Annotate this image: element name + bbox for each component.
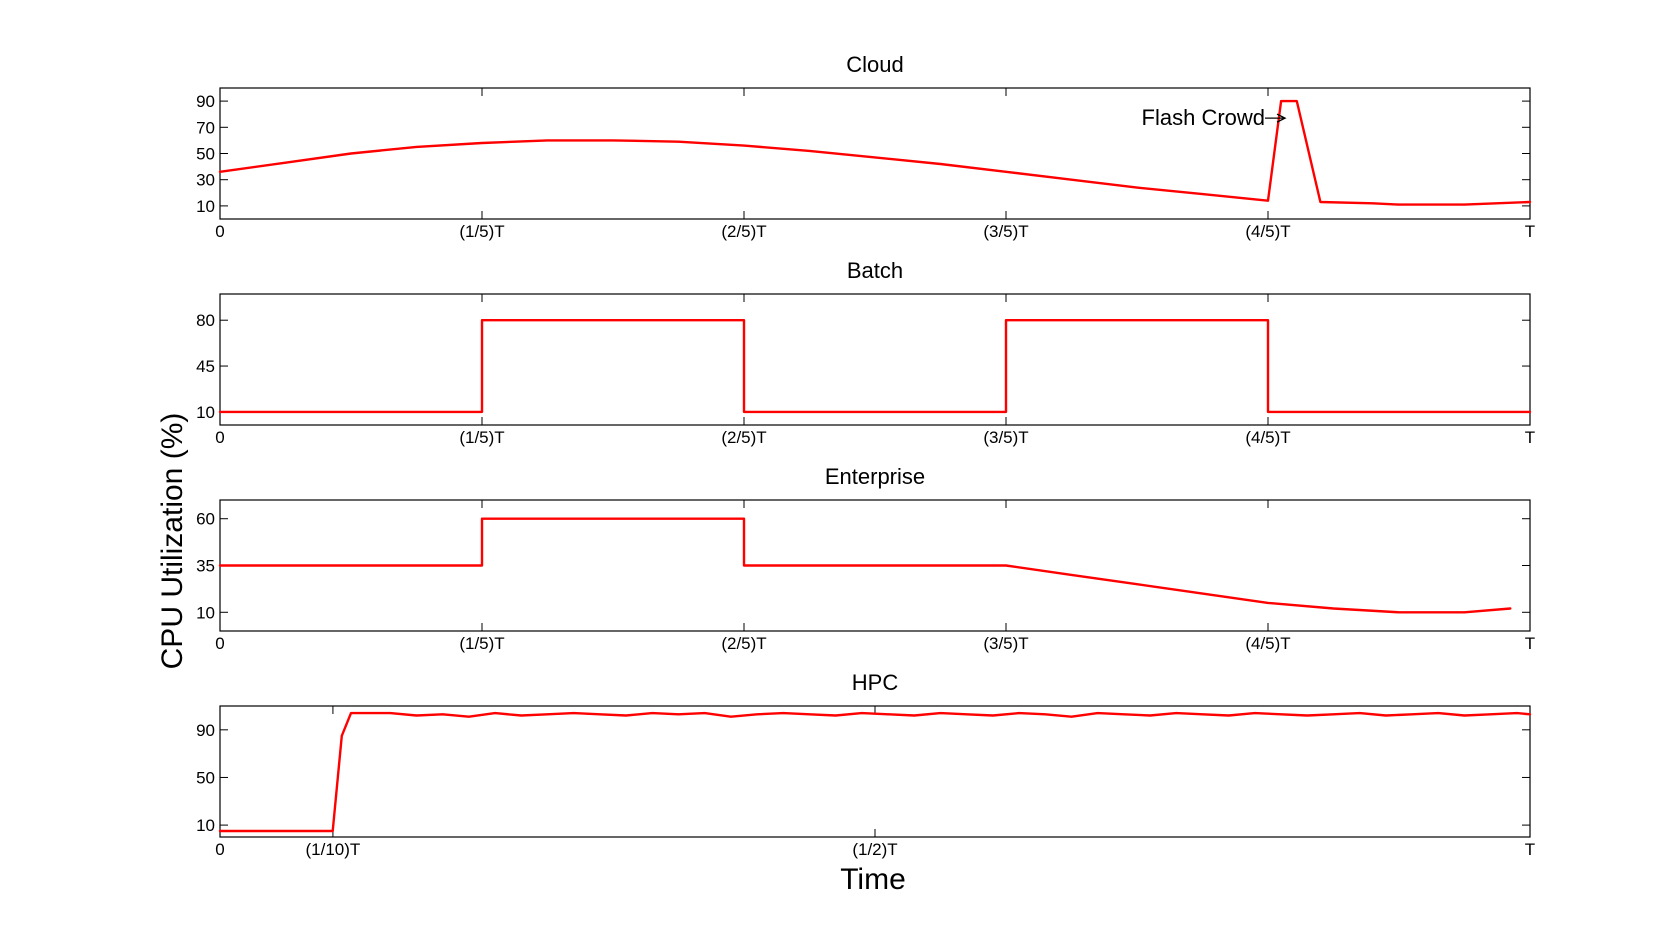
- y-tick-label: 35: [196, 557, 215, 576]
- x-tick-label: 0: [215, 634, 224, 653]
- y-tick-label: 90: [196, 92, 215, 111]
- x-tick-label: (1/2)T: [852, 840, 897, 859]
- x-tick-label: (3/5)T: [983, 428, 1028, 447]
- y-tick-label: 80: [196, 311, 215, 330]
- annotation-arrow-head: [1276, 113, 1287, 123]
- x-tick-label: (3/5)T: [983, 634, 1028, 653]
- chart-panel-0: Cloud 10 30 50 70 90 0 (1/5)T (2/5)T (3/5)T (4/5)T…: [196, 52, 1535, 241]
- x-tick-label: 0: [215, 222, 224, 241]
- y-axis-title: CPU Utilization (%): [156, 413, 189, 670]
- y-tick-label: 10: [196, 603, 215, 622]
- chart-panel-1: Batch 10 45 80 0 (1/5)T (2/5)T (3/5)T (4/5)T T: [196, 258, 1535, 447]
- x-tick-label: (2/5)T: [721, 428, 766, 447]
- panel-title: HPC: [852, 670, 899, 695]
- series-line: [218, 517, 1512, 614]
- x-tick-label: (3/5)T: [983, 222, 1028, 241]
- series-line: [218, 319, 1532, 414]
- plot-frame: [219, 87, 1531, 220]
- panel-title: Batch: [847, 258, 903, 283]
- x-tick-label: T: [1525, 222, 1535, 241]
- chart-panel-3: HPC 10 50 90 0 (1/10)T (1/2)T T: [196, 670, 1535, 859]
- x-tick-label: T: [1525, 634, 1535, 653]
- panel-title: Enterprise: [825, 464, 925, 489]
- y-tick-label: 10: [196, 816, 215, 835]
- y-tick-label: 50: [196, 145, 215, 164]
- x-tick-label: (4/5)T: [1245, 634, 1290, 653]
- series-line: [218, 711, 1532, 833]
- x-tick-label: (4/5)T: [1245, 428, 1290, 447]
- y-tick-label: 60: [196, 510, 215, 529]
- x-tick-label: (1/5)T: [459, 634, 504, 653]
- annotation-label: Flash Crowd: [1142, 105, 1265, 130]
- x-tick-label: T: [1525, 840, 1535, 859]
- y-tick-label: 70: [196, 118, 215, 137]
- x-tick-label: (2/5)T: [721, 222, 766, 241]
- x-tick-label: (2/5)T: [721, 634, 766, 653]
- y-tick-label: 10: [196, 197, 215, 216]
- plot-frame: [219, 293, 1531, 426]
- series-line: [218, 99, 1532, 206]
- plot-frame: [219, 705, 1531, 838]
- y-tick-label: 10: [196, 403, 215, 422]
- y-tick-label: 90: [196, 721, 215, 740]
- x-tick-label: 0: [215, 428, 224, 447]
- y-tick-label: 30: [196, 171, 215, 190]
- x-tick-label: 0: [215, 840, 224, 859]
- panel-title: Cloud: [846, 52, 903, 77]
- chart-panel-2: Enterprise 10 35 60 0 (1/5)T (2/5)T (3/5)T (4/5)…: [196, 464, 1535, 653]
- y-tick-label: 45: [196, 357, 215, 376]
- x-axis-title: Time: [840, 863, 906, 896]
- y-tick-label: 50: [196, 768, 215, 787]
- x-tick-label: (4/5)T: [1245, 222, 1290, 241]
- x-tick-label: (1/5)T: [459, 428, 504, 447]
- chart-panels: Cloud 10 30 50 70 90 0 (1/5)T (2/5)T (3/5)T (4/5)T…: [196, 52, 1535, 859]
- x-tick-label: (1/10)T: [306, 840, 361, 859]
- x-tick-label: T: [1525, 428, 1535, 447]
- x-tick-label: (1/5)T: [459, 222, 504, 241]
